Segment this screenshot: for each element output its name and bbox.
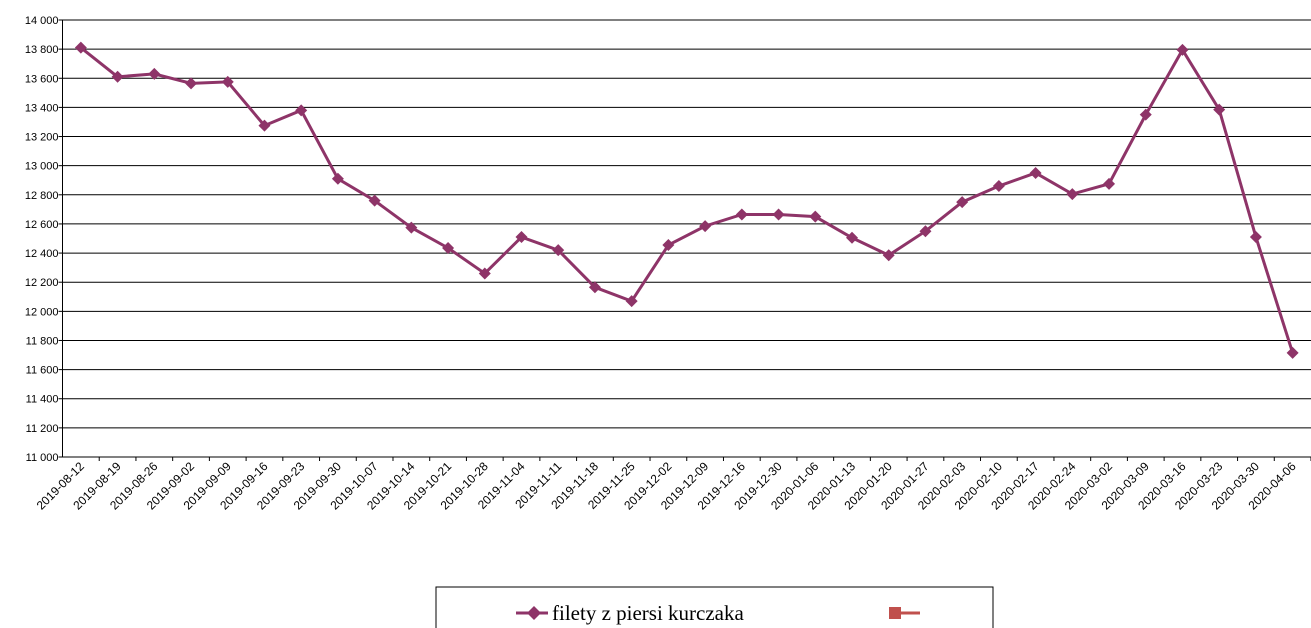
point-marker bbox=[185, 77, 198, 90]
legend-marker-empty bbox=[889, 607, 901, 619]
point-marker bbox=[1103, 177, 1116, 190]
point-marker bbox=[1249, 231, 1262, 244]
legend-marker bbox=[527, 606, 541, 620]
y-tick-label: 13 600 bbox=[25, 73, 59, 85]
y-tick-label: 11 800 bbox=[26, 335, 59, 347]
point-marker bbox=[368, 194, 381, 207]
point-marker bbox=[111, 70, 124, 83]
point-marker bbox=[1286, 346, 1299, 359]
point-marker bbox=[478, 267, 491, 280]
point-marker bbox=[919, 225, 932, 238]
point-marker bbox=[625, 295, 638, 308]
point-marker bbox=[221, 75, 234, 88]
series-line bbox=[79, 46, 1295, 354]
y-tick-label: 11 600 bbox=[26, 365, 59, 377]
point-marker bbox=[1139, 108, 1152, 121]
point-marker bbox=[772, 208, 785, 221]
y-tick-label: 12 200 bbox=[25, 277, 59, 289]
point-marker bbox=[662, 239, 675, 252]
point-marker bbox=[148, 67, 161, 80]
point-marker bbox=[1029, 166, 1042, 179]
y-tick-label: 12 600 bbox=[25, 219, 59, 231]
y-tick-label: 13 200 bbox=[25, 132, 59, 144]
point-marker bbox=[845, 231, 858, 244]
point-marker bbox=[992, 180, 1005, 193]
point-marker bbox=[442, 241, 455, 254]
point-marker bbox=[515, 231, 528, 244]
point-marker bbox=[735, 208, 748, 221]
point-marker bbox=[295, 104, 308, 117]
point-marker bbox=[699, 220, 712, 233]
point-marker bbox=[1176, 43, 1189, 56]
y-tick-label: 11 000 bbox=[26, 452, 59, 464]
point-marker bbox=[1213, 103, 1226, 116]
y-tick-label: 13 000 bbox=[25, 161, 59, 173]
point-marker bbox=[331, 172, 344, 185]
y-tick-label: 13 800 bbox=[25, 44, 59, 56]
point-marker bbox=[588, 281, 601, 294]
y-tick-label: 11 200 bbox=[26, 423, 59, 435]
y-tick-label: 12 800 bbox=[25, 190, 59, 202]
point-marker bbox=[1066, 188, 1079, 201]
y-tick-label: 11 400 bbox=[26, 394, 59, 406]
legend-label: filety z piersi kurczaka bbox=[552, 601, 744, 625]
y-tick-label: 12 400 bbox=[25, 248, 59, 260]
point-marker bbox=[882, 249, 895, 262]
point-marker bbox=[956, 196, 969, 209]
point-marker bbox=[552, 244, 565, 257]
point-marker bbox=[405, 221, 418, 234]
point-marker bbox=[74, 41, 87, 54]
y-tick-label: 12 000 bbox=[25, 306, 59, 318]
point-marker bbox=[809, 210, 822, 223]
point-marker bbox=[258, 119, 271, 132]
y-tick-label: 13 400 bbox=[25, 102, 59, 114]
y-tick-label: 14 000 bbox=[25, 15, 59, 27]
